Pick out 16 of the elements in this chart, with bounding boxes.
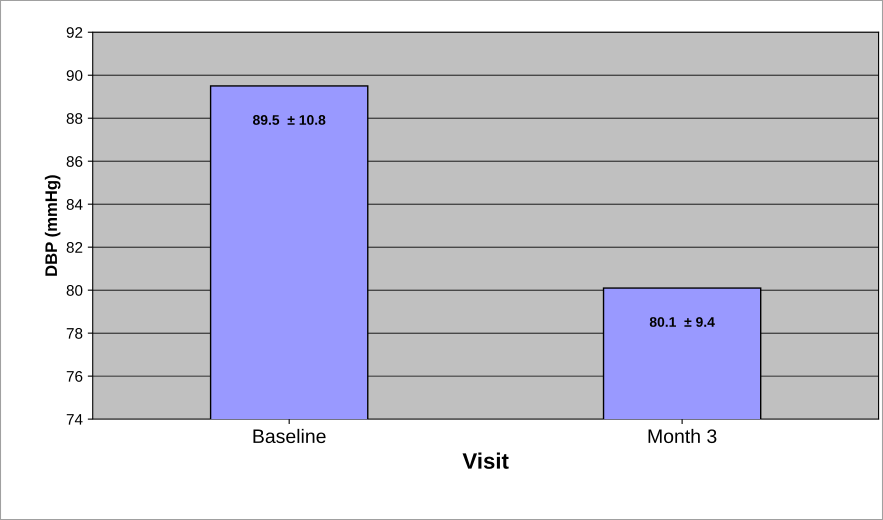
y-tick-label: 74 — [66, 414, 83, 425]
y-tick-label: 92 — [66, 27, 82, 38]
y-tick-label: 86 — [66, 156, 82, 167]
data-label: 80.1 ± 9.4 — [650, 317, 715, 327]
y-tick-label: 76 — [66, 371, 82, 382]
y-tick-label: 88 — [66, 113, 82, 124]
y-tick-label: 78 — [66, 328, 82, 339]
x-tick-label: Baseline — [253, 428, 326, 444]
y-tick-label: 90 — [66, 70, 82, 81]
y-axis-title: DBP (mmHg) — [44, 175, 60, 276]
y-tick-label: 84 — [66, 199, 83, 210]
y-tick-label: 80 — [66, 285, 82, 296]
y-tick-label: 82 — [66, 242, 82, 253]
data-label: 89.5 ± 10.8 — [252, 115, 326, 125]
x-tick-label: Month 3 — [648, 428, 716, 444]
x-axis-title: Visit — [462, 452, 509, 469]
